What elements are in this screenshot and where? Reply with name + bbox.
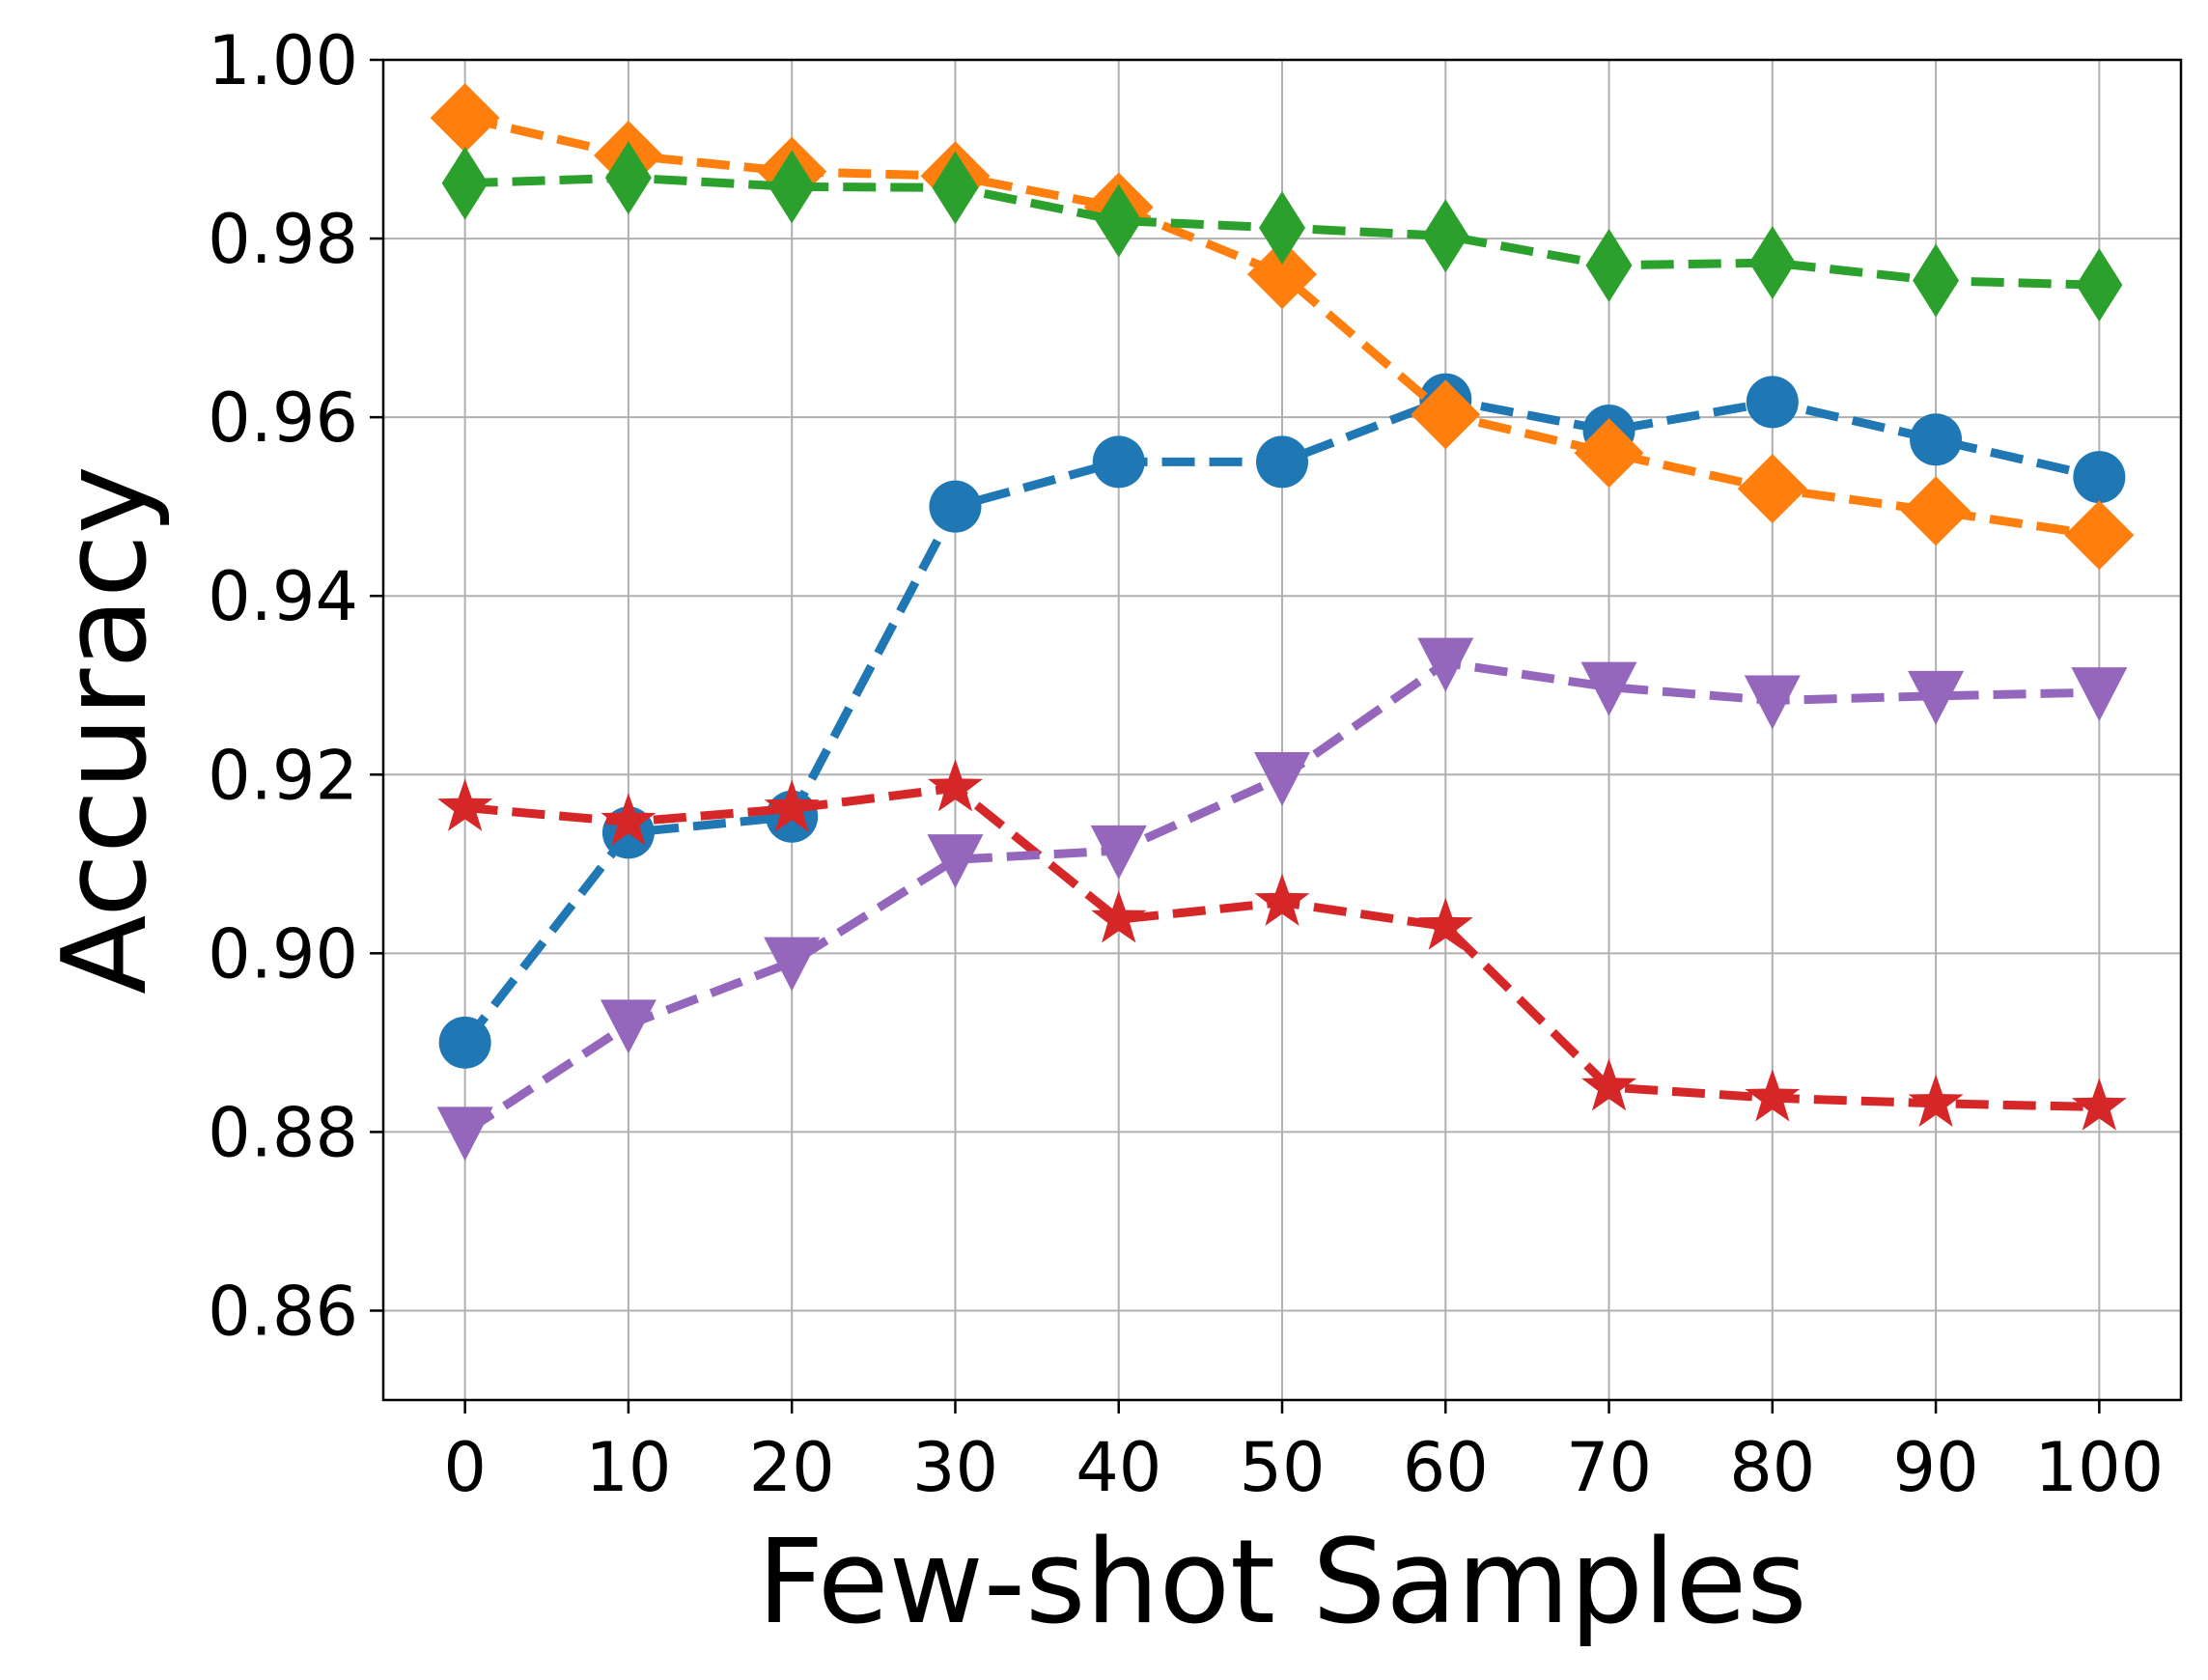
data-point: [1247, 239, 1317, 310]
data-point: [1580, 661, 1637, 716]
data-point: [1910, 413, 1963, 466]
data-point: [1585, 228, 1633, 302]
data-point: [764, 779, 820, 832]
data-point: [1908, 1074, 1964, 1128]
data-point: [1574, 418, 1644, 489]
data-point: [769, 150, 816, 224]
y-axis-label: Accuracy: [39, 465, 173, 994]
data-point: [1254, 873, 1310, 926]
y-tick-label: 0.86: [208, 1272, 358, 1351]
data-point: [1417, 897, 1473, 950]
data-point: [1908, 670, 1965, 725]
y-tick-label: 0.94: [208, 557, 358, 636]
data-point: [436, 1106, 493, 1162]
x-tick-label: 30: [912, 1428, 998, 1507]
data-point: [1095, 183, 1142, 258]
data-point: [430, 83, 500, 154]
data-point: [2073, 451, 2126, 504]
data-point: [1256, 435, 1308, 489]
y-tick-label: 1.00: [208, 21, 358, 100]
y-tick-label: 0.88: [208, 1093, 358, 1172]
data-point: [2064, 500, 2135, 571]
data-point: [604, 141, 652, 215]
data-point: [1090, 825, 1147, 880]
data-point: [1092, 435, 1145, 489]
series-purple: [436, 637, 2128, 1162]
x-tick-label: 0: [443, 1428, 487, 1507]
x-tick-label: 100: [2035, 1428, 2165, 1507]
axis-ticks: 0 10 20 30 40 50 60 70 80 90 100 0.86 0.88 0.90 0.92 0.…: [208, 21, 2164, 1507]
data-point: [600, 999, 657, 1054]
data-point: [1254, 752, 1310, 807]
data-point: [1091, 890, 1147, 943]
data-point: [932, 151, 979, 225]
data-point: [437, 778, 493, 831]
x-tick-label: 40: [1076, 1428, 1161, 1507]
x-tick-label: 20: [749, 1428, 835, 1507]
x-tick-label: 70: [1566, 1428, 1652, 1507]
data-point: [601, 793, 657, 846]
series-orange-line: [463, 113, 2101, 540]
series-red: [437, 759, 2127, 1131]
x-axis-label: Few-shot Samples: [757, 1516, 1806, 1650]
series-layer: [430, 83, 2135, 1162]
data-point: [1422, 199, 1469, 273]
y-tick-label: 0.92: [208, 736, 358, 815]
data-point: [1581, 1058, 1637, 1111]
data-point: [1745, 1069, 1801, 1122]
data-point: [1748, 226, 1796, 300]
data-point: [1746, 376, 1799, 429]
y-tick-label: 0.96: [208, 378, 358, 458]
data-point: [927, 759, 983, 812]
x-tick-label: 60: [1403, 1428, 1489, 1507]
x-tick-label: 50: [1239, 1428, 1325, 1507]
data-point: [1913, 243, 1960, 318]
data-point: [1417, 637, 1474, 692]
data-point: [1411, 379, 1481, 450]
data-point: [1744, 675, 1801, 730]
data-point: [927, 834, 984, 889]
series-green: [441, 141, 2123, 322]
y-tick-label: 0.90: [208, 914, 358, 994]
data-point: [2071, 1078, 2127, 1131]
x-tick-label: 10: [585, 1428, 671, 1507]
data-point: [2076, 248, 2123, 322]
data-point: [1259, 190, 1305, 265]
data-point: [441, 146, 489, 220]
x-tick-label: 80: [1729, 1428, 1815, 1507]
y-tick-label: 0.98: [208, 200, 358, 279]
data-point: [1737, 454, 1807, 524]
data-point: [764, 937, 821, 992]
data-point: [929, 480, 982, 533]
data-point: [1901, 476, 1971, 546]
data-point: [438, 1016, 491, 1069]
x-tick-label: 90: [1893, 1428, 1979, 1507]
data-point: [2071, 667, 2128, 722]
